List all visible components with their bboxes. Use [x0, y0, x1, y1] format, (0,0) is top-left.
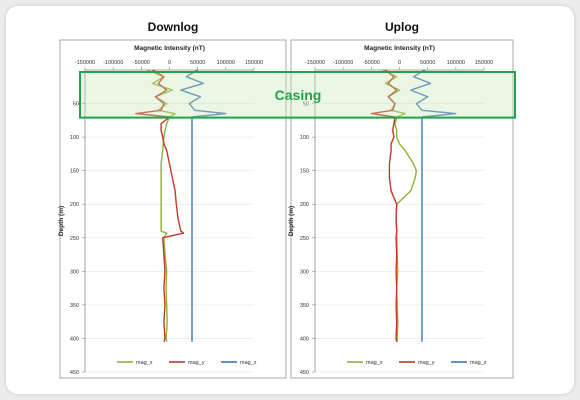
legend-label-mag_z-1: mag_z	[470, 360, 487, 366]
y-tick-label-0-8: 450	[70, 370, 79, 376]
y-tick-label-0-7: 400	[70, 336, 79, 342]
x-tick-label-0-0: -150000	[75, 60, 95, 66]
chart-title-0: Downlog	[148, 20, 199, 34]
legend-label-mag_y-0: mag_y	[188, 360, 205, 366]
series-mag_z-0	[180, 69, 227, 342]
x-tick-label-1-2: -50000	[363, 60, 380, 66]
series-mag_y-0	[134, 69, 185, 343]
x-tick-label-1-6: 150000	[475, 60, 493, 66]
x-tick-label-0-2: -50000	[133, 60, 150, 66]
y-tick-label-1-1: 100	[300, 135, 309, 141]
casing-label: Casing	[275, 87, 322, 103]
casing-overlay-box	[79, 71, 516, 119]
x-tick-label-1-5: 100000	[447, 60, 465, 66]
x-tick-label-0-5: 100000	[217, 60, 235, 66]
legend-label-mag_x-1: mag_x	[366, 360, 383, 366]
y-tick-label-0-0: 50	[73, 102, 79, 108]
x-axis-label-0: Magnetic Intensity (nT)	[134, 45, 205, 52]
y-axis-label-0: Depth (m)	[58, 206, 65, 236]
x-tick-label-0-4: 50000	[190, 60, 205, 66]
series-mag_y-1	[370, 69, 398, 342]
legend-label-mag_x-0: mag_x	[136, 360, 153, 366]
y-tick-label-1-0: 50	[303, 102, 309, 108]
y-tick-label-0-5: 300	[70, 269, 79, 275]
plot-panel-0	[59, 39, 287, 379]
y-tick-label-0-6: 350	[70, 303, 79, 309]
x-tick-label-1-0: -150000	[305, 60, 325, 66]
x-axis-label-1: Magnetic Intensity (nT)	[364, 45, 435, 52]
x-tick-label-0-6: 150000	[245, 60, 263, 66]
y-axis-label-1: Depth (m)	[288, 206, 295, 236]
y-tick-label-0-3: 200	[70, 202, 79, 208]
y-tick-label-1-5: 300	[300, 269, 309, 275]
series-mag_x-0	[146, 69, 176, 342]
x-tick-label-1-1: -100000	[333, 60, 353, 66]
chart-title-1: Uplog	[385, 20, 419, 34]
x-tick-label-0-1: -100000	[103, 60, 123, 66]
y-tick-label-1-2: 150	[300, 169, 309, 175]
y-tick-label-1-8: 450	[300, 370, 309, 376]
y-tick-label-1-6: 350	[300, 303, 309, 309]
y-tick-label-1-3: 200	[300, 202, 309, 208]
x-tick-label-1-3: 0	[398, 60, 401, 66]
y-tick-label-1-7: 400	[300, 336, 309, 342]
x-tick-label-0-3: 0	[168, 60, 171, 66]
x-tick-label-1-4: 50000	[420, 60, 435, 66]
y-tick-label-0-1: 100	[70, 135, 79, 141]
y-tick-label-0-2: 150	[70, 169, 79, 175]
y-tick-label-1-4: 250	[300, 236, 309, 242]
y-tick-label-0-4: 250	[70, 236, 79, 242]
legend-label-mag_z-0: mag_z	[240, 360, 257, 366]
series-mag_z-1	[410, 69, 457, 342]
legend-label-mag_y-1: mag_y	[418, 360, 435, 366]
plot-panel-1	[290, 39, 514, 379]
